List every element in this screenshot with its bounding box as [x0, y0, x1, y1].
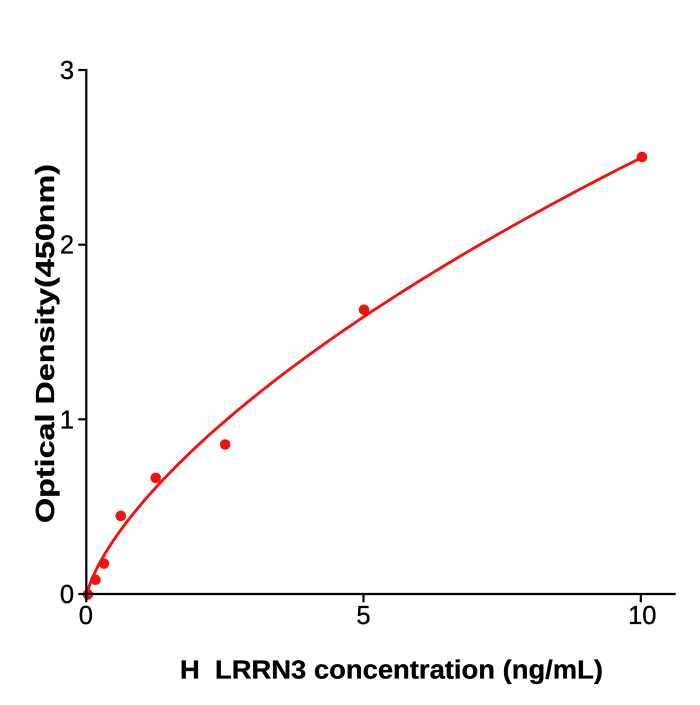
- svg-text:1: 1: [60, 406, 74, 434]
- svg-text:0: 0: [60, 581, 74, 609]
- svg-text:5: 5: [356, 602, 370, 630]
- svg-text:2: 2: [60, 232, 74, 260]
- svg-text:Optical Density(450nm): Optical Density(450nm): [30, 164, 60, 523]
- svg-text:3: 3: [60, 57, 74, 85]
- svg-text:10: 10: [628, 602, 656, 630]
- svg-text:0: 0: [79, 602, 93, 630]
- svg-text:H LRRN3 concentration (ng/mL): H LRRN3 concentration (ng/mL): [180, 656, 603, 684]
